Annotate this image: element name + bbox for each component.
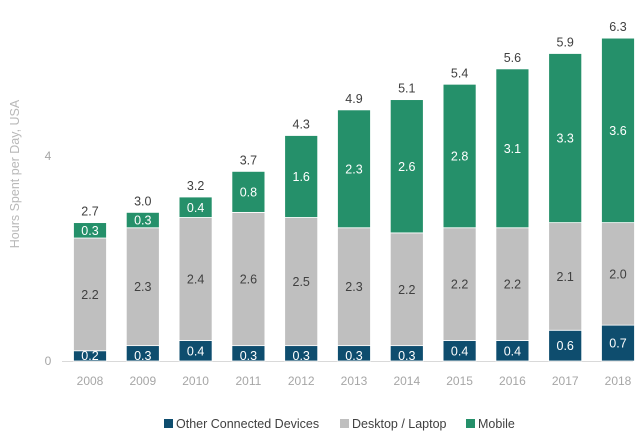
legend-swatch xyxy=(340,419,349,428)
bars-layer xyxy=(73,37,635,362)
segment-value-label: 2.2 xyxy=(398,283,415,297)
total-value-label: 4.9 xyxy=(345,92,362,106)
segment-value-label: 0.3 xyxy=(134,349,151,363)
segment-value-label: 0.3 xyxy=(81,224,98,238)
legend: Other Connected Devices Desktop / Laptop M… xyxy=(164,417,515,431)
bar-segment xyxy=(442,227,477,341)
segment-value-label: 2.2 xyxy=(504,278,521,292)
bar-segment xyxy=(284,135,319,218)
bar-segment xyxy=(548,222,583,331)
bar-segment xyxy=(231,170,266,213)
total-value-label: 3.2 xyxy=(187,179,204,193)
legend-item: Mobile xyxy=(466,417,515,431)
segment-value-label: 0.3 xyxy=(345,349,362,363)
segment-value-label: 2.4 xyxy=(187,273,204,287)
segment-value-label: 2.2 xyxy=(81,288,98,302)
total-value-label: 5.6 xyxy=(504,51,521,65)
segment-value-label: 3.1 xyxy=(504,142,521,156)
x-tick-label: 2009 xyxy=(129,374,156,388)
segment-value-label: 2.5 xyxy=(293,275,310,289)
total-value-label: 3.0 xyxy=(134,194,151,208)
legend-swatch xyxy=(466,419,475,428)
legend-label: Mobile xyxy=(478,417,515,431)
bar-segment xyxy=(178,196,213,218)
bar-segment xyxy=(389,232,424,347)
bar-segment xyxy=(125,227,160,347)
segment-value-label: 2.3 xyxy=(134,280,151,294)
bar-segment xyxy=(495,227,530,341)
segment-value-label: 2.1 xyxy=(557,270,574,284)
segment-value-label: 2.0 xyxy=(609,267,626,281)
bar-segment xyxy=(442,83,477,229)
segment-value-label: 0.4 xyxy=(187,344,204,358)
bar-segment xyxy=(73,222,107,239)
segment-value-label: 3.6 xyxy=(609,124,626,138)
segment-value-label: 0.4 xyxy=(187,201,204,215)
segment-value-label: 2.6 xyxy=(398,160,415,174)
legend-item: Desktop / Laptop xyxy=(340,417,447,431)
x-tick-label: 2008 xyxy=(77,374,104,388)
bar-segment xyxy=(495,68,530,229)
labels-layer: 0.2 2.2 0.3 2.7 0.3 2.3 0.3 3.0 0.4 2.4 0.4 3.2 0.3 2… xyxy=(81,20,626,363)
x-tick-label: 2012 xyxy=(288,374,315,388)
segment-value-label: 0.8 xyxy=(240,185,257,199)
segment-value-label: 0.4 xyxy=(504,344,521,358)
segment-value-label: 2.3 xyxy=(345,280,362,294)
bar-segment xyxy=(548,329,583,362)
segment-value-label: 3.3 xyxy=(557,132,574,146)
x-tick-label: 2014 xyxy=(393,374,420,388)
total-value-label: 5.1 xyxy=(398,82,415,96)
total-value-label: 6.3 xyxy=(609,20,626,34)
segment-value-label: 1.6 xyxy=(293,170,310,184)
segment-value-label: 0.6 xyxy=(557,339,574,353)
segment-value-label: 0.3 xyxy=(134,214,151,228)
bar-segment xyxy=(231,211,266,347)
bar-segment xyxy=(125,211,160,229)
segment-value-label: 0.7 xyxy=(609,337,626,351)
segment-value-label: 2.8 xyxy=(451,150,468,164)
segment-value-label: 2.3 xyxy=(345,162,362,176)
legend-item: Other Connected Devices xyxy=(164,417,319,431)
y-tick-label: 0 xyxy=(45,354,52,368)
segment-value-label: 0.2 xyxy=(81,349,98,363)
bar-segment xyxy=(548,53,583,224)
x-tick-label: 2017 xyxy=(552,374,579,388)
segment-value-label: 0.3 xyxy=(398,349,415,363)
total-value-label: 4.3 xyxy=(293,118,310,132)
bar-segment xyxy=(601,37,635,224)
total-value-label: 3.7 xyxy=(240,153,257,167)
x-tick-label: 2016 xyxy=(499,374,526,388)
x-tick-label: 2015 xyxy=(446,374,473,388)
segment-value-label: 2.2 xyxy=(451,278,468,292)
segment-value-label: 0.3 xyxy=(293,349,310,363)
total-value-label: 2.7 xyxy=(81,205,98,219)
bar-segment xyxy=(73,237,107,352)
y-tick-label: 4 xyxy=(45,149,52,163)
legend-label: Other Connected Devices xyxy=(176,417,319,431)
segment-value-label: 2.6 xyxy=(240,273,257,287)
bar-segment xyxy=(337,109,371,229)
legend-swatch xyxy=(164,419,173,428)
segment-value-label: 0.3 xyxy=(240,349,257,363)
bar-segment xyxy=(178,217,213,341)
y-axis-title: Hours Spent per Day, USA xyxy=(8,99,22,248)
total-value-label: 5.9 xyxy=(557,36,574,50)
x-tick-label: 2010 xyxy=(182,374,209,388)
segment-value-label: 0.4 xyxy=(451,344,468,358)
total-value-label: 5.4 xyxy=(451,66,468,80)
bar-segment xyxy=(337,227,371,347)
legend-label: Desktop / Laptop xyxy=(352,417,447,431)
axis-layer: 0 4 Hours Spent per Day, USA 2008 2009 2010 20… xyxy=(8,99,633,388)
bar-segment xyxy=(284,217,319,347)
bar-segment xyxy=(389,99,424,234)
x-tick-label: 2011 xyxy=(235,374,261,388)
x-tick-label: 2018 xyxy=(605,374,632,388)
x-tick-label: 2013 xyxy=(341,374,368,388)
